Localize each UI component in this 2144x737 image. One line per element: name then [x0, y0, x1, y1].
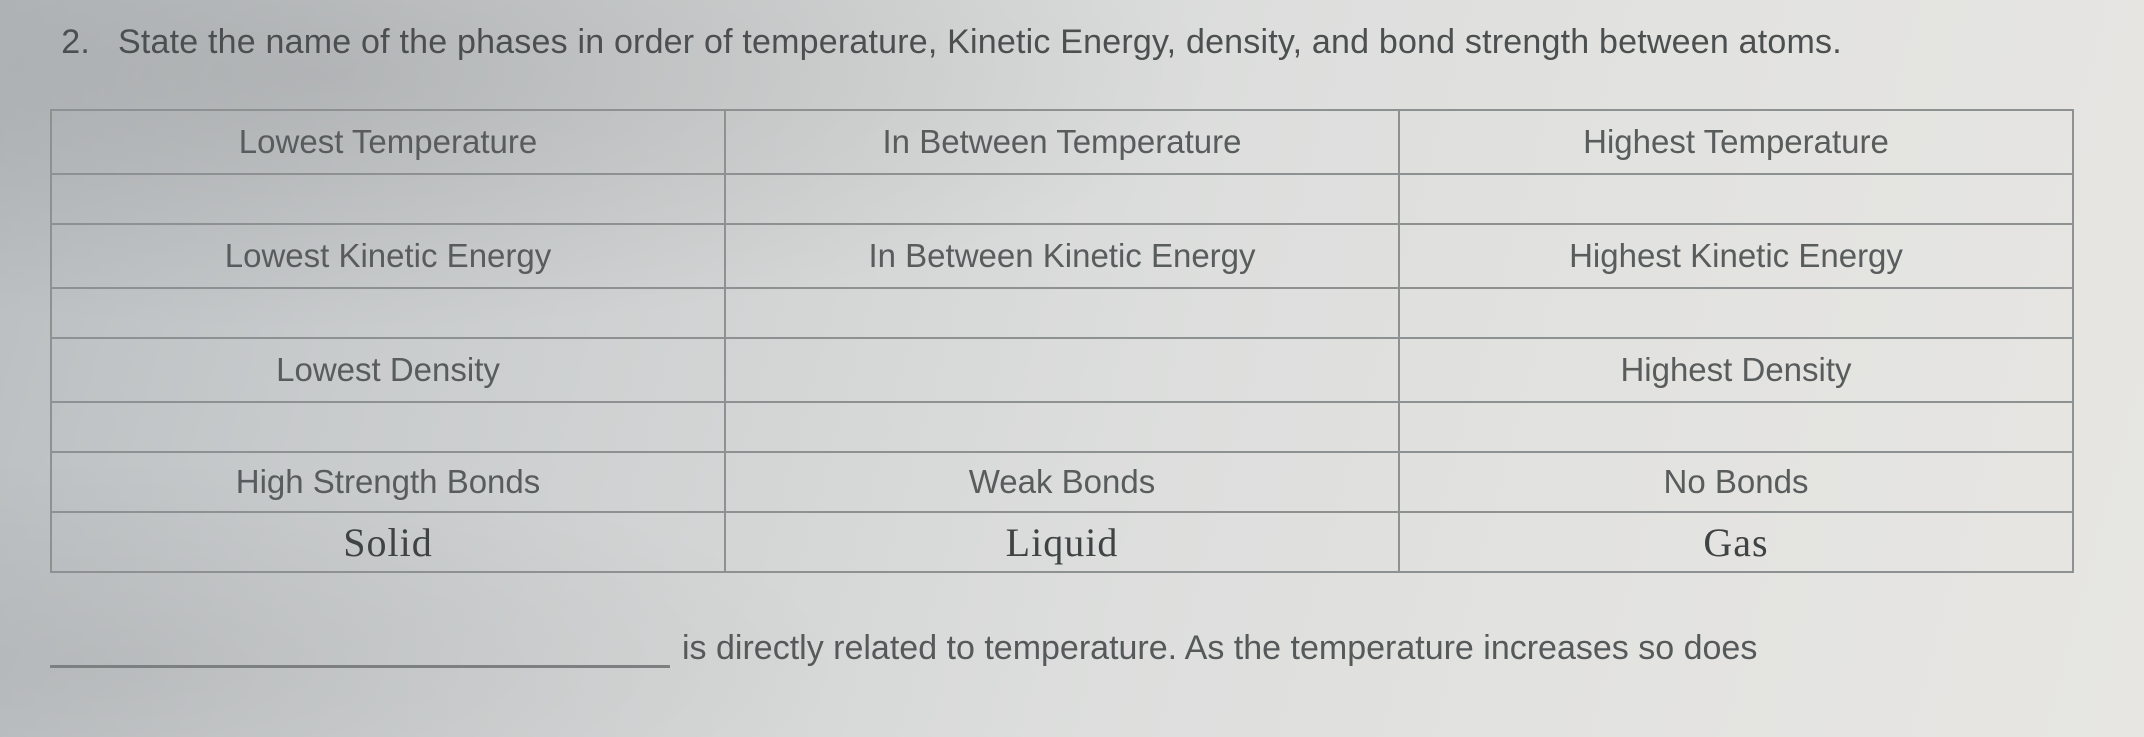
table-row: Lowest Kinetic Energy In Between Kinetic… [51, 224, 2073, 288]
header-cell: Lowest Temperature [51, 110, 725, 174]
answer-cell[interactable] [725, 174, 1399, 224]
answer-cell[interactable] [1399, 288, 2073, 338]
table-row [51, 174, 2073, 224]
answer-cell[interactable] [725, 402, 1399, 452]
header-cell: Highest Kinetic Energy [1399, 224, 2073, 288]
answer-cell[interactable] [51, 402, 725, 452]
fill-in-sentence: is directly related to temperature. As t… [50, 629, 2074, 668]
question-text: State the name of the phases in order of… [118, 18, 2074, 67]
table-row: Lowest Density Highest Density [51, 338, 2073, 402]
table-row [51, 402, 2073, 452]
worksheet-content: 2. State the name of the phases in order… [0, 0, 2144, 668]
fill-in-text: is directly related to temperature. As t… [682, 629, 1757, 668]
handwritten-answer: Gas [1399, 512, 2073, 572]
handwritten-answer: Liquid [725, 512, 1399, 572]
table-row: Solid Liquid Gas [51, 512, 2073, 572]
table-row: Lowest Temperature In Between Temperatur… [51, 110, 2073, 174]
answer-cell[interactable] [1399, 174, 2073, 224]
header-cell: Highest Temperature [1399, 110, 2073, 174]
header-cell: Highest Density [1399, 338, 2073, 402]
answer-cell[interactable] [725, 288, 1399, 338]
header-cell: Lowest Kinetic Energy [51, 224, 725, 288]
header-cell: In Between Kinetic Energy [725, 224, 1399, 288]
handwritten-answer: Solid [51, 512, 725, 572]
header-cell: Lowest Density [51, 338, 725, 402]
header-cell: Weak Bonds [725, 452, 1399, 512]
table-row: High Strength Bonds Weak Bonds No Bonds [51, 452, 2073, 512]
question-number: 2. [50, 18, 90, 67]
header-cell: No Bonds [1399, 452, 2073, 512]
answer-cell[interactable] [51, 288, 725, 338]
header-cell [725, 338, 1399, 402]
header-cell: High Strength Bonds [51, 452, 725, 512]
table-row [51, 288, 2073, 338]
answer-cell[interactable] [1399, 402, 2073, 452]
fill-in-blank[interactable] [50, 634, 670, 668]
header-cell: In Between Temperature [725, 110, 1399, 174]
phases-table: Lowest Temperature In Between Temperatur… [50, 109, 2074, 573]
answer-cell[interactable] [51, 174, 725, 224]
question-block: 2. State the name of the phases in order… [50, 18, 2074, 67]
